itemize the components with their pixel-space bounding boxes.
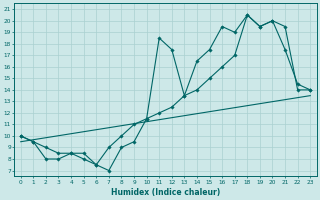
X-axis label: Humidex (Indice chaleur): Humidex (Indice chaleur) [111, 188, 220, 197]
